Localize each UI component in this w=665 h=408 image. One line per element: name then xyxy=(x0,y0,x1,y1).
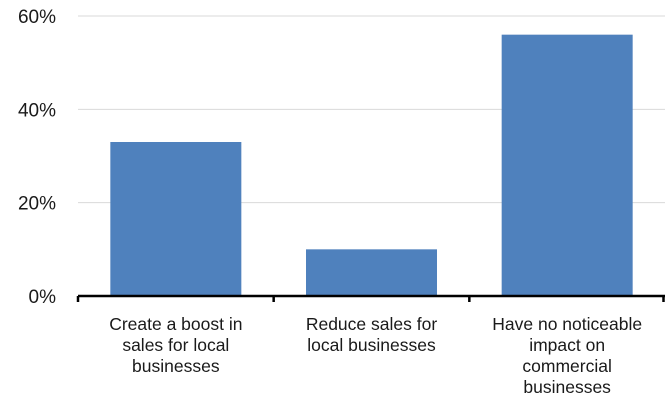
x-category-label-3: Have no noticeable impact on commercial bus… xyxy=(492,314,642,397)
x-category-label-1: Create a boost in sales for local business… xyxy=(109,314,242,376)
y-tick-label-40: 40% xyxy=(18,100,56,121)
x-axis-category-labels: Create a boost in sales for local business… xyxy=(109,314,642,397)
bar-2 xyxy=(306,249,437,296)
bar-1 xyxy=(110,142,242,296)
bars xyxy=(110,34,633,297)
y-tick-label-0: 0% xyxy=(29,287,57,308)
bar-3 xyxy=(501,34,633,297)
x-category-label-2: Reduce sales for local businesses xyxy=(306,314,437,355)
y-axis-tick-labels: 0% 20% 40% 60% xyxy=(18,7,56,308)
y-tick-label-20: 20% xyxy=(18,194,56,215)
x-axis xyxy=(76,294,665,302)
y-tick-label-60: 60% xyxy=(18,7,56,28)
